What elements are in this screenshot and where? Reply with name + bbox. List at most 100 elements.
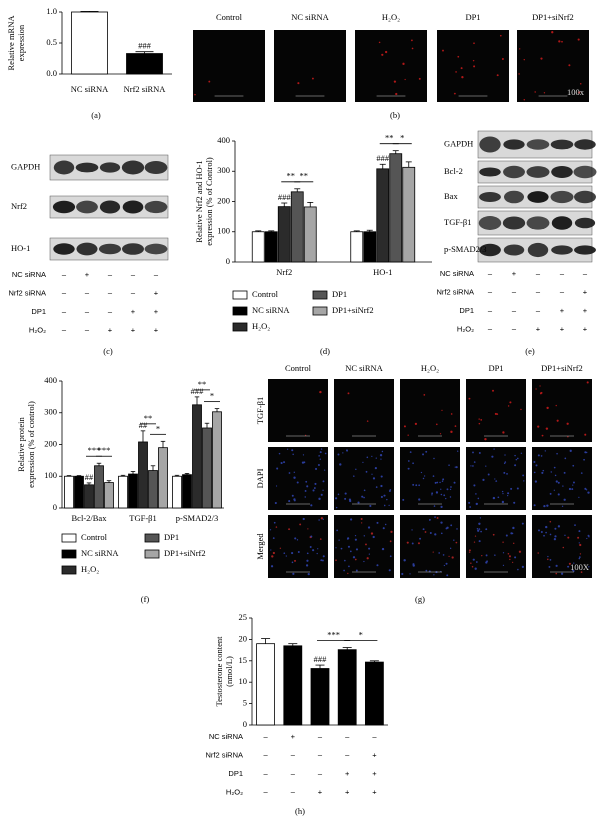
fluorescence-dot	[347, 572, 349, 575]
fluorescence-dot	[587, 534, 590, 537]
fluorescence-dot	[294, 559, 297, 562]
condition-sign: +	[372, 787, 377, 796]
fluorescence-dot	[547, 558, 549, 561]
fluorescence-dot	[363, 496, 365, 499]
fluorescence-dot	[283, 552, 286, 555]
condition-label: DP1	[228, 769, 243, 778]
legend-swatch	[61, 549, 77, 559]
condition-sign: –	[512, 324, 517, 333]
fluorescence-dot	[433, 505, 436, 507]
fluorescence-dot	[543, 505, 546, 508]
fluorescence-dot	[344, 559, 346, 562]
fluorescence-dot	[381, 547, 385, 551]
fluorescence-dot	[507, 492, 510, 495]
y-axis-label: expression (% of Control)	[204, 157, 214, 246]
fluorescence-dot	[335, 506, 338, 509]
fluorescence-dot	[472, 59, 475, 62]
condition-sign: +	[154, 288, 159, 297]
fluorescence-dot	[418, 77, 421, 80]
fluorescence-dot	[535, 388, 537, 390]
fluorescence-dot	[492, 389, 495, 392]
row-label: TGF-β1	[255, 397, 265, 424]
bar	[290, 191, 304, 263]
y-tick-label: 100	[44, 470, 57, 480]
bar	[251, 231, 265, 263]
condition-sign: +	[536, 324, 541, 333]
fluorescence-dot	[453, 539, 455, 541]
bar	[158, 447, 168, 509]
fluorescence-dot	[317, 548, 319, 550]
fluorescence-dot	[537, 552, 539, 554]
fluorescence-dot	[425, 569, 428, 572]
fluorescence-dot	[495, 480, 498, 482]
y-axis-label: expression	[16, 24, 26, 61]
fluorescence-dot	[523, 58, 525, 61]
fluorescence-dot	[322, 489, 324, 491]
condition-sign: –	[536, 306, 541, 315]
fluorescence-dot	[344, 497, 347, 500]
fluorescence-dot	[375, 486, 378, 489]
fluorescence-dot	[337, 453, 340, 456]
fluorescence-dot	[350, 518, 353, 521]
fluorescence-dot	[514, 556, 517, 559]
fluorescence-dot	[361, 522, 363, 524]
fluorescence-dot	[342, 452, 344, 454]
fluorescence-dot	[578, 530, 581, 533]
fluorescence-dot	[434, 533, 437, 536]
fluorescence-dot	[476, 528, 479, 530]
fluorescence-dot	[572, 481, 575, 484]
fluorescence-dot	[365, 470, 368, 473]
y-tick-label: 0.0	[46, 68, 57, 78]
fluorescence-dot	[370, 532, 374, 535]
error-bar	[96, 462, 102, 466]
caption: (h)	[295, 806, 305, 816]
fluorescence-dot	[584, 487, 587, 490]
fluorescence-dot	[432, 475, 435, 477]
error-bar	[307, 202, 314, 207]
fluorescence-dot	[406, 541, 409, 544]
fluorescence-dot	[512, 561, 514, 564]
error-bar	[106, 480, 112, 483]
fluorescence-dot	[380, 458, 382, 460]
bar	[364, 661, 384, 726]
legend-label: NC siRNA	[81, 548, 119, 558]
significance: ###	[278, 192, 292, 202]
fluorescence-dot	[473, 541, 476, 543]
fluorescence-dot	[584, 451, 587, 454]
fluorescence-dot	[567, 565, 570, 568]
fluorescence-dot	[542, 469, 545, 472]
blot-band	[526, 216, 550, 230]
y-tick-label: 10	[239, 676, 248, 686]
bar	[283, 645, 303, 726]
fluorescence-dot	[361, 495, 364, 498]
fluorescence-dot	[503, 462, 506, 465]
fluorescence-dot	[423, 475, 426, 477]
column-label: NC siRNA	[345, 363, 383, 373]
y-tick-label: 1.0	[46, 6, 57, 16]
fluorescence-dot	[563, 498, 566, 501]
error-bar	[76, 475, 82, 477]
fluorescence-dot	[504, 454, 506, 456]
fluorescence-dot	[558, 40, 561, 43]
bar	[192, 404, 202, 509]
fluorescence-dot	[450, 486, 452, 488]
micrograph	[517, 30, 589, 102]
column-label: DP1+siNrf2	[532, 12, 574, 22]
significance: ***	[88, 445, 101, 455]
fluorescence-dot	[314, 482, 317, 485]
condition-sign: –	[85, 307, 90, 316]
column-label: NC siRNA	[291, 12, 329, 22]
fluorescence-dot	[417, 542, 420, 545]
fluorescence-dot	[478, 451, 481, 454]
fluorescence-dot	[518, 73, 520, 75]
caption: (f)	[141, 594, 150, 604]
column-label: H₂O₂	[421, 363, 439, 373]
condition-sign: +	[583, 287, 588, 296]
fluorescence-dot	[381, 450, 384, 453]
y-tick-label: 300	[217, 165, 230, 175]
fluorescence-dot	[317, 463, 320, 466]
fluorescence-dot	[292, 453, 294, 456]
condition-label: NC siRNA	[209, 732, 243, 741]
fluorescence-dot	[381, 53, 384, 56]
fluorescence-dot	[319, 458, 322, 460]
